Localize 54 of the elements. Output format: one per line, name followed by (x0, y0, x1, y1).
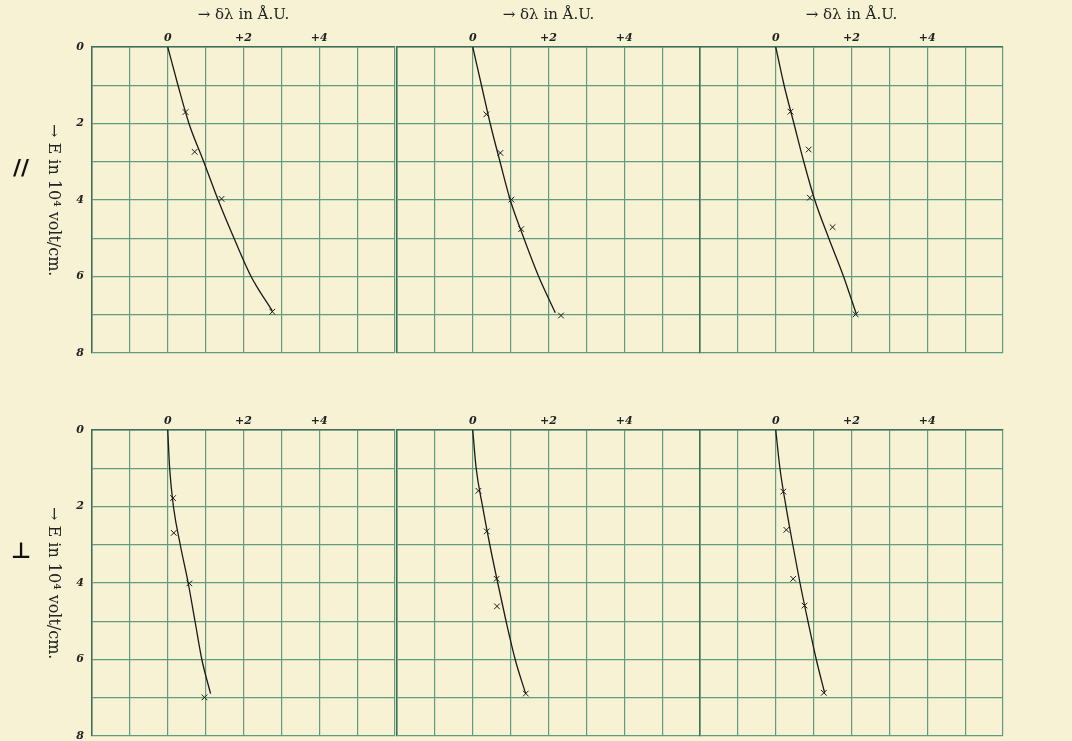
x-tick-label: +2 (540, 31, 558, 45)
x-tick-label: +4 (615, 31, 633, 45)
x-axis-title: → δλ in Å.U. (197, 4, 290, 23)
x-tick-label: +2 (843, 414, 861, 428)
x-axis-title: → δλ in Å.U. (805, 4, 898, 23)
point (191, 148, 198, 156)
x-tick-label: +4 (918, 31, 936, 45)
point (780, 488, 787, 495)
x-tick-label: 0 (468, 31, 477, 45)
point (483, 528, 491, 535)
point (493, 603, 501, 610)
x-tick-label: +4 (918, 414, 936, 428)
point (783, 526, 790, 534)
point (201, 694, 208, 701)
x-tick-label: 0 (468, 414, 477, 428)
y-tick-label: 2 (75, 116, 85, 130)
x-tick-label: +4 (615, 414, 633, 428)
y-axis-title: → E in 10⁴ volt/cm. (44, 122, 64, 279)
point (170, 529, 178, 537)
point (493, 575, 500, 583)
x-tick-label: 0 (163, 31, 172, 45)
point (268, 308, 276, 316)
text: // (11, 155, 31, 180)
text: ⊥ (9, 538, 33, 563)
point (806, 194, 814, 202)
y-tick-label: 4 (76, 575, 84, 589)
point (475, 487, 482, 495)
y-tick-label: 8 (76, 728, 85, 741)
y-tick-label: 8 (76, 345, 85, 359)
x-tick-label: +2 (235, 414, 253, 428)
point (787, 108, 794, 115)
point (522, 690, 530, 697)
line-series (167, 430, 212, 695)
x-axis-title: → δλ in Å.U. (502, 4, 595, 23)
point (218, 195, 225, 203)
y-tick-label: 6 (76, 652, 85, 666)
line-series (167, 47, 273, 312)
point (182, 108, 189, 116)
point (497, 149, 504, 157)
x-tick-label: 0 (163, 414, 172, 428)
point (829, 223, 836, 231)
x-tick-label: +4 (310, 31, 328, 45)
y-tick-label: 6 (76, 269, 85, 283)
x-tick-label: 0 (771, 414, 780, 428)
y-tick-label: 4 (76, 192, 84, 206)
point (805, 146, 813, 153)
x-tick-label: +2 (843, 31, 861, 45)
y-tick-label: 2 (75, 499, 85, 513)
point (789, 575, 797, 583)
x-tick-label: 0 (771, 31, 780, 45)
x-tick-label: +2 (540, 414, 558, 428)
y-axis-title: → E in 10⁴ volt/cm. (44, 505, 64, 662)
x-tick-label: +4 (310, 414, 328, 428)
x-tick-label: +2 (235, 31, 253, 45)
